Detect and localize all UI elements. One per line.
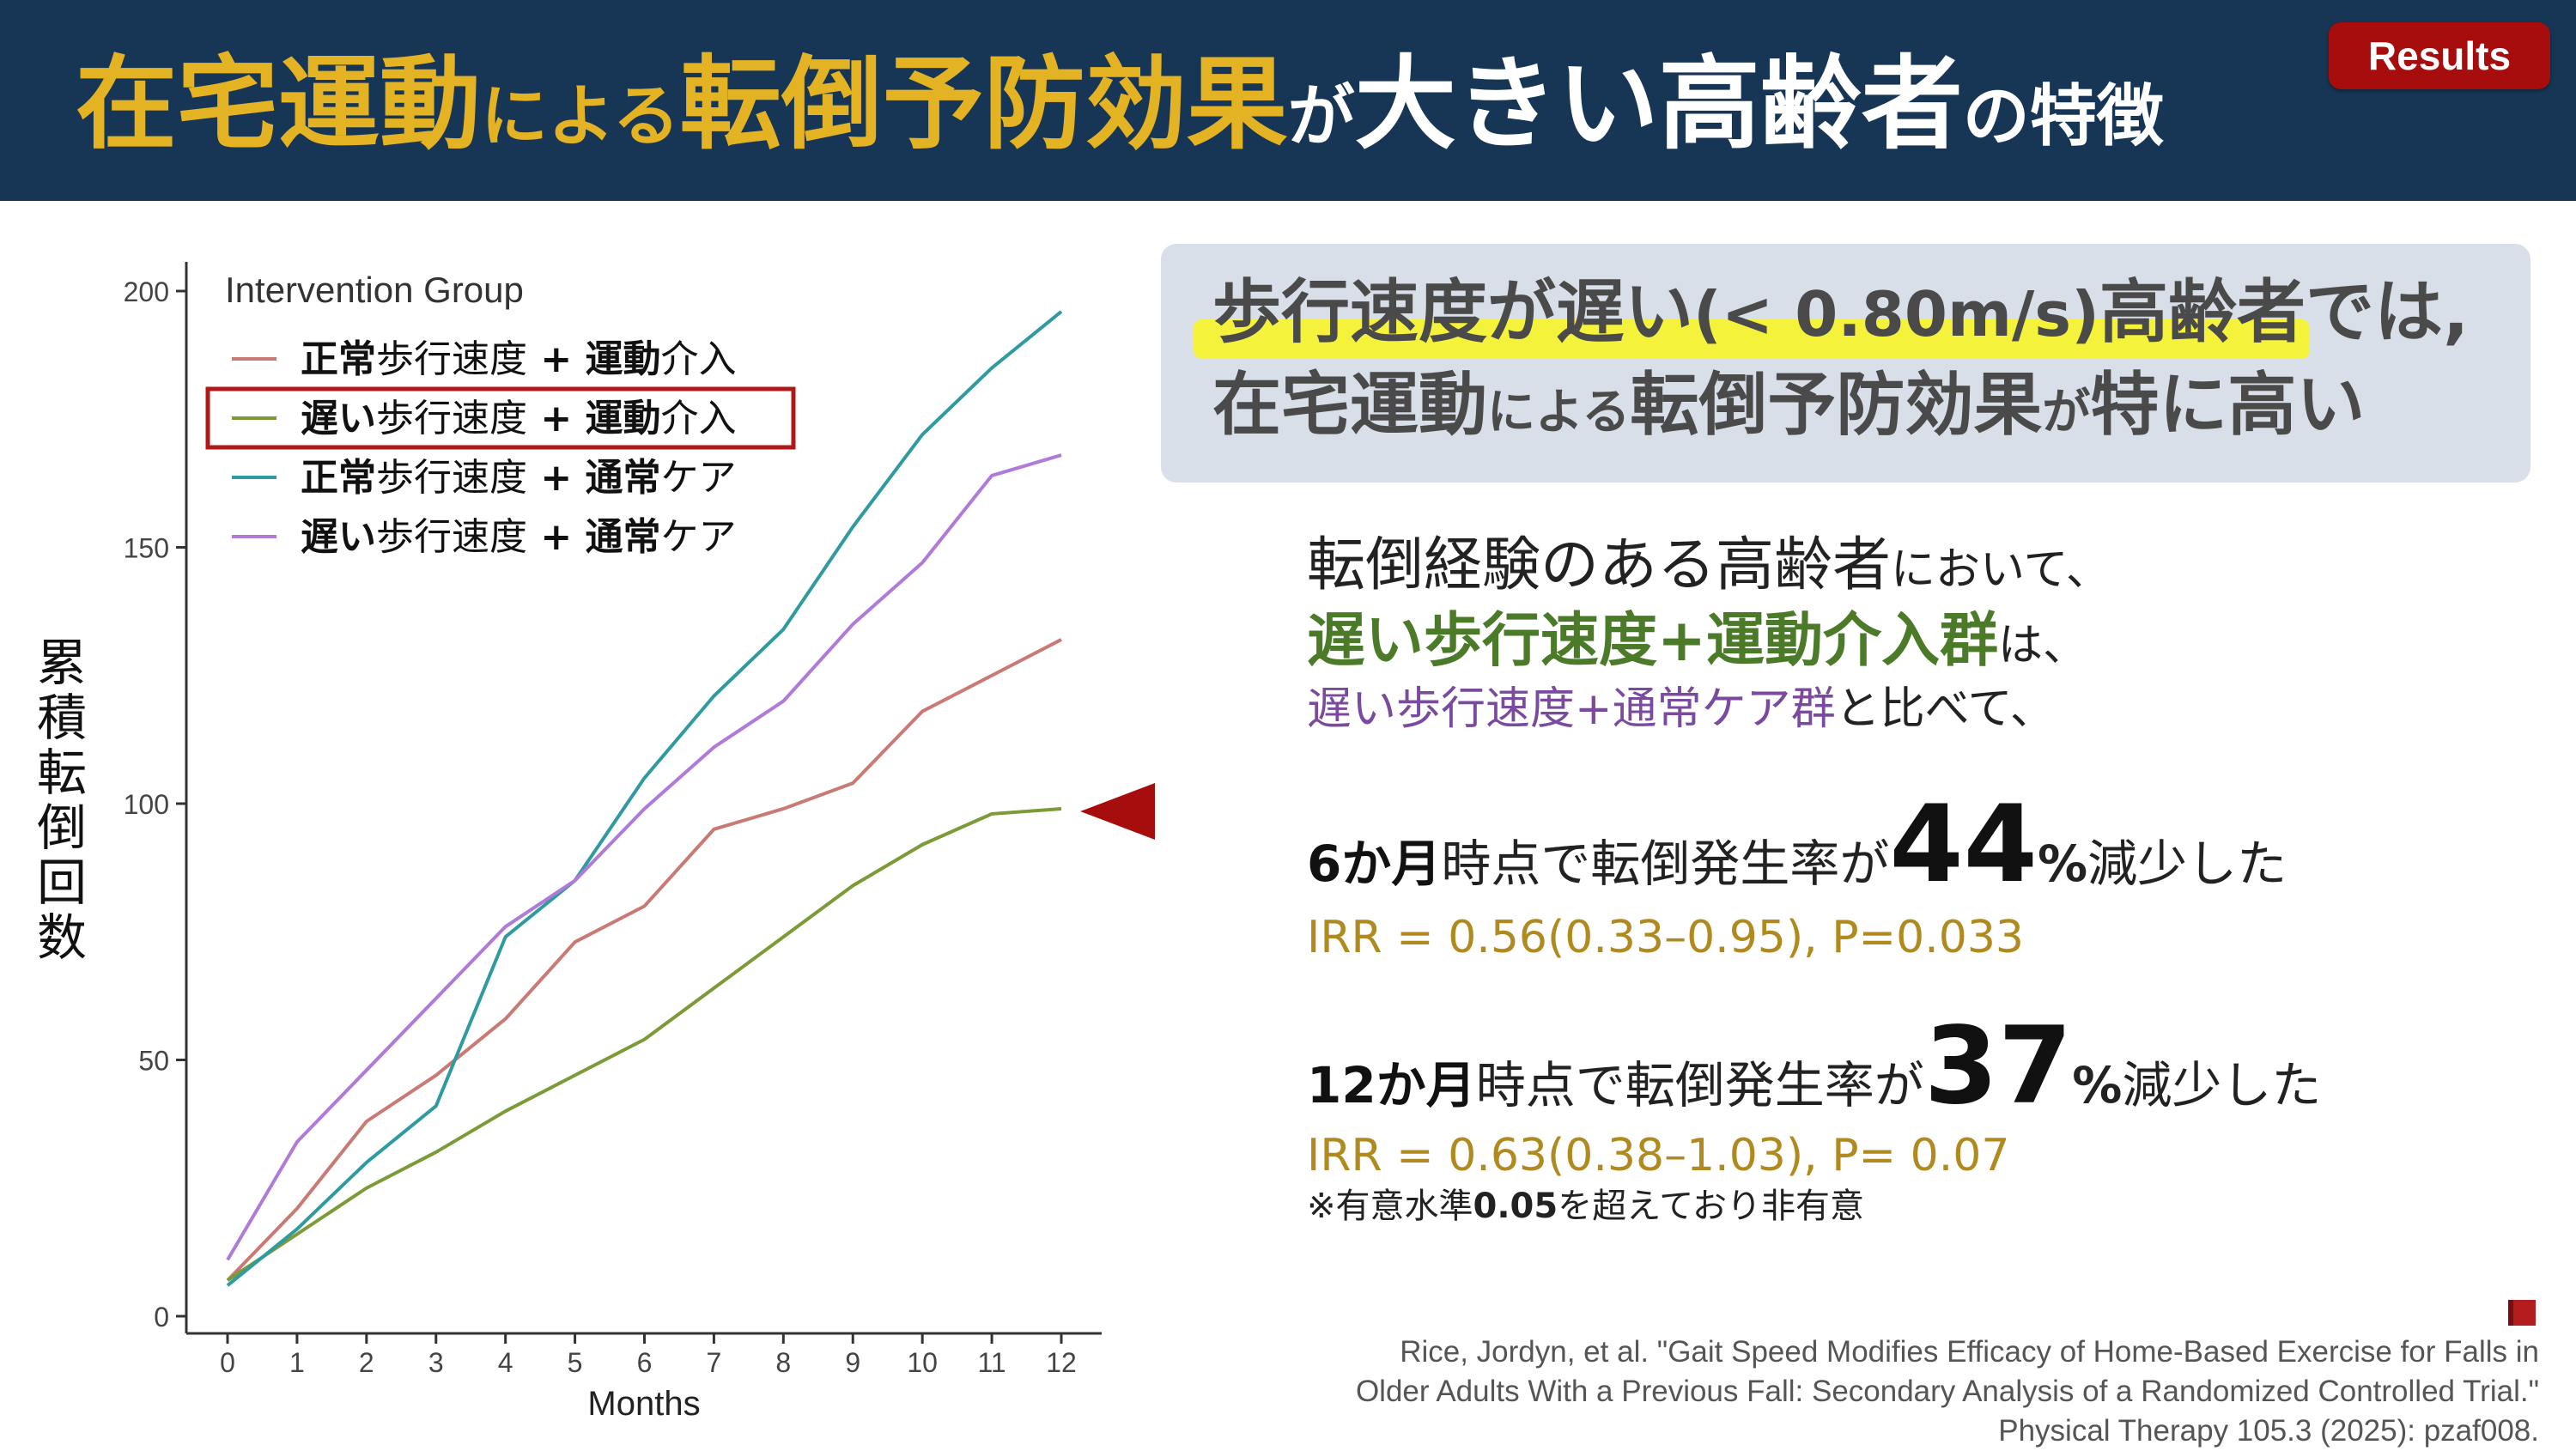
y-tick-label: 50 (138, 1046, 169, 1077)
target-group-text: 遅い歩行速度+運動介入群 (1307, 607, 1998, 675)
y-tick-label: 200 (124, 276, 169, 307)
callout-text: 転倒予防効果 (1630, 365, 2043, 445)
x-tick-label: 9 (845, 1347, 860, 1378)
page-title: 在宅運動による転倒予防効果が大きい高齢者の特徴 (76, 53, 2164, 155)
series-line-0 (226, 638, 1062, 1282)
series-line-3 (226, 453, 1062, 1261)
target-group-line: 遅い歩行速度+運動介入群は、 (1307, 612, 2087, 671)
citation-line-3: Physical Therapy 105.3 (2025): pzaf008. (1998, 1414, 2539, 1448)
results-badge: Results (2329, 22, 2550, 89)
callout-text: による (1487, 385, 1631, 440)
comparison-group-text: 遅い歩行速度+通常ケア群 (1307, 683, 1836, 735)
population-text: 転倒経験のある高齢者 (1307, 531, 1892, 599)
title-part: の特徴 (1962, 78, 2164, 155)
x-tick-label: 7 (707, 1347, 722, 1378)
x-tick-label: 11 (977, 1347, 1005, 1378)
y-axis-title-char: 累 (36, 634, 87, 692)
legend-label-2: 正常歩行速度 + 通常ケア (301, 456, 737, 500)
callout-line-2: 在宅運動による転倒予防効果が特に高い (1212, 371, 2365, 440)
stat-value: 44 (1889, 783, 2038, 907)
y-axis-title-char: 転 (36, 744, 87, 802)
note-threshold: 0.05 (1473, 1187, 1558, 1226)
x-tick-label: 6 (637, 1347, 653, 1378)
y-axis-title-char: 回 (36, 853, 87, 912)
callout-text: が (2042, 385, 2091, 440)
stat-suffix: 減少した (2087, 835, 2287, 893)
stat-text: 時点で転倒発生率が (1475, 1056, 1924, 1114)
key-finding-callout (1161, 244, 2530, 483)
citation-line-1: Rice, Jordyn, et al. "Gait Speed Modifie… (1202, 1293, 2539, 1372)
callout-text: (< 0.80m/s) (1693, 278, 2100, 350)
x-tick-label: 4 (498, 1347, 513, 1378)
significance-note: ※有意水準0.05を超えており非有意 (1307, 1189, 1864, 1223)
title-part: 転倒予防効果 (679, 45, 1288, 163)
x-tick-label: 5 (568, 1347, 583, 1378)
callout-line-1: 歩行速度が遅い(< 0.80m/s)高齢者では, (1212, 278, 2469, 347)
x-tick-label: 1 (289, 1347, 305, 1378)
irr-12-month: IRR = 0.63(0.38–1.03), P= 0.07 (1307, 1130, 2010, 1181)
x-tick-label: 0 (220, 1347, 235, 1378)
note-text: を超えており非有意 (1558, 1187, 1865, 1226)
callout-text: 歩行速度が遅い (1212, 272, 1693, 352)
comparison-group-line: 遅い歩行速度+通常ケア群と比べて、 (1307, 687, 2055, 732)
y-tick-label: 150 (124, 533, 169, 564)
callout-text: 在宅運動 (1212, 365, 1487, 445)
title-part: 在宅運動 (76, 45, 482, 163)
legend-label-0: 正常歩行速度 + 運動介入 (301, 337, 737, 381)
series-line-2 (226, 310, 1063, 1287)
citation-line-2: Older Adults With a Previous Fall: Secon… (1355, 1375, 2539, 1408)
callout-text: 高齢者では, (2099, 272, 2470, 352)
note-text: ※有意水準 (1307, 1187, 1473, 1226)
highlighter-mark (1194, 319, 2310, 359)
legend-title: Intervention Group (225, 270, 524, 310)
x-tick-label: 3 (428, 1347, 444, 1378)
book-icon (2508, 1300, 2536, 1326)
title-part: 大きい高齢者 (1354, 45, 1963, 163)
title-part: による (481, 78, 680, 155)
citation-text: Rice, Jordyn, et al. "Gait Speed Modifie… (1400, 1335, 2539, 1369)
stat-percent-sign: % (2037, 835, 2088, 893)
stat-text: 時点で転倒発生率が (1441, 835, 1890, 893)
y-tick-label: 100 (124, 789, 169, 820)
legend-label-3: 遅い歩行速度 + 通常ケア (301, 515, 737, 559)
y-tick-label: 0 (154, 1302, 169, 1333)
title-part: が (1287, 78, 1355, 155)
x-tick-label: 2 (359, 1347, 374, 1378)
header-bar (0, 0, 2576, 201)
x-tick-label: 8 (775, 1347, 791, 1378)
stat-suffix: 減少した (2122, 1056, 2322, 1114)
population-suffix: において、 (1891, 544, 2111, 596)
stat-period: 12か月 (1307, 1056, 1476, 1114)
stat-percent-sign: % (2072, 1056, 2123, 1114)
y-axis-title: 累 積 転 倒 回 数 (36, 635, 88, 965)
population-line: 転倒経験のある高齢者において、 (1307, 537, 2111, 595)
callout-text: 特に高い (2090, 365, 2366, 445)
stat-period: 6か月 (1307, 835, 1442, 893)
series-line-1 (226, 806, 1062, 1282)
chart-series-lines (226, 310, 1063, 1287)
x-tick-label: 10 (907, 1347, 938, 1378)
stat-6-month: 6か月時点で転倒発生率が44%減少した (1307, 792, 2287, 898)
x-axis-title: Months (587, 1385, 700, 1423)
y-axis-title-char: 積 (36, 689, 87, 747)
y-axis-title-char: 倒 (36, 798, 87, 857)
legend-label-1: 遅い歩行速度 + 運動介入 (301, 397, 737, 440)
stat-value: 37 (1923, 1005, 2073, 1128)
highlight-arrow-icon (1080, 783, 1155, 840)
citation: Rice, Jordyn, et al. "Gait Speed Modifie… (1202, 1293, 2539, 1451)
target-group-suffix: は、 (1997, 620, 2087, 671)
comparison-group-suffix: と比べて、 (1835, 683, 2055, 735)
legend-highlight-box (205, 386, 796, 450)
x-tick-label: 12 (1046, 1347, 1077, 1378)
irr-6-month: IRR = 0.56(0.33–0.95), P=0.033 (1307, 912, 2024, 963)
y-axis-title-char: 数 (36, 908, 87, 967)
stat-12-month: 12か月時点で転倒発生率が37%減少した (1307, 1013, 2321, 1120)
